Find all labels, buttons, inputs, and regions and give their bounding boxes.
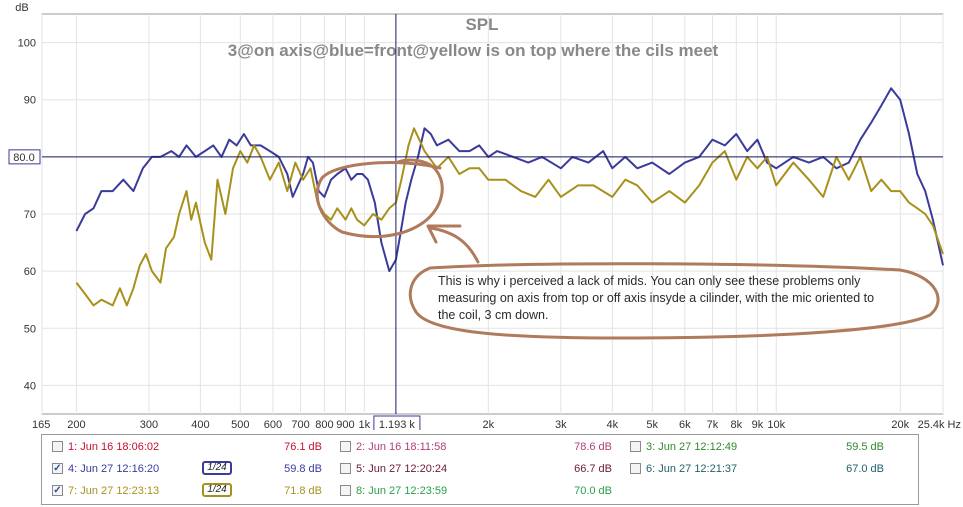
measurement-checkbox[interactable] — [630, 441, 641, 452]
measurement-label: 5: Jun 27 12:20:24 — [356, 463, 448, 475]
x-tick-label: 8k — [731, 419, 743, 430]
measurement-value: 78.6 dB — [574, 441, 612, 453]
x-tick-label: 700 — [291, 419, 309, 430]
measurement-label: 6: Jun 27 12:21:37 — [646, 463, 738, 475]
y-tick-label: 60 — [24, 266, 36, 278]
measurement-label: 3: Jun 27 12:12:49 — [646, 441, 738, 453]
x-tick-label: 1k — [359, 419, 371, 430]
measurement-checkbox[interactable]: ✓ — [52, 463, 63, 474]
measurement-checkbox[interactable] — [340, 441, 351, 452]
legend-item: 5: Jun 27 12:20:24 66.7 dB — [340, 459, 614, 479]
x-tick-label: 200 — [67, 419, 85, 430]
y-axis-unit: dB — [15, 2, 28, 14]
legend-item: ✓ 4: Jun 27 12:16:20 1/24 59.8 dB — [52, 459, 324, 479]
series-line-1 — [75, 87, 944, 273]
measurement-label: 7: Jun 27 12:23:13 — [68, 485, 160, 497]
measurement-value: 59.8 dB — [284, 463, 322, 475]
x-tick-label: 800 — [315, 419, 333, 430]
x-tick-label: 6k — [679, 419, 691, 430]
measurement-value: 66.7 dB — [574, 463, 612, 475]
chart-subtitle: 3@on axis@blue=front@yellow is on top wh… — [228, 41, 719, 60]
annotation-arrow-head — [426, 224, 462, 244]
legend-item: ✓ 7: Jun 27 12:23:13 1/24 71.8 dB — [52, 481, 324, 501]
x-tick-label: 7k — [707, 419, 719, 430]
smoothing-indicator[interactable]: 1/24 — [202, 483, 232, 497]
x-tick-label: 4k — [607, 419, 619, 430]
x-tick-label: 400 — [191, 419, 209, 430]
x-tick-label: 500 — [231, 419, 249, 430]
annotation-text-line: the coil, 3 cm down. — [438, 308, 548, 322]
measurement-label: 1: Jun 16 18:06:02 — [68, 441, 160, 453]
legend-row: ✓ 4: Jun 27 12:16:20 1/24 59.8 dB 5: Jun 27 … — [42, 459, 918, 479]
legend-row: ✓ 7: Jun 27 12:23:13 1/24 71.8 dB 8: Jun 27 … — [42, 481, 918, 501]
x-tick-label: 3k — [555, 419, 567, 430]
x-tick-label: 2k — [483, 419, 495, 430]
measurement-legend: 1: Jun 16 18:06:02 76.1 dB 2: Jun 16 18:11… — [41, 434, 919, 505]
legend-item: 1: Jun 16 18:06:02 76.1 dB — [52, 437, 324, 457]
measurement-checkbox[interactable] — [340, 485, 351, 496]
cursor-x-readout-box — [373, 415, 421, 430]
measurement-checkbox[interactable] — [630, 463, 641, 474]
x-tick-label: 600 — [264, 419, 282, 430]
x-tick-label: 300 — [140, 419, 158, 430]
measurement-label: 4: Jun 27 12:16:20 — [68, 463, 160, 475]
cursor-y-readout: 80.0 — [13, 152, 34, 164]
x-tick-label: 20k — [891, 419, 909, 430]
x-tick-label: 5k — [646, 419, 658, 430]
measurement-value: 70.0 dB — [574, 485, 612, 497]
x-tick-label: 165 — [32, 419, 50, 430]
annotation-circle — [315, 158, 444, 239]
y-tick-label: 100 — [18, 38, 36, 50]
measurement-label: 2: Jun 16 18:11:58 — [356, 441, 447, 453]
cursor-x-readout: 1.193 k — [379, 419, 416, 430]
legend-item: 8: Jun 27 12:23:59 70.0 dB — [340, 481, 614, 501]
measurement-checkbox[interactable] — [340, 463, 351, 474]
cursor-y-readout-box — [8, 149, 41, 165]
y-tick-label: 50 — [24, 323, 36, 335]
measurement-value: 67.0 dB — [846, 463, 884, 475]
measurement-label: 8: Jun 27 12:23:59 — [356, 485, 448, 497]
annotation-text-line: This is why i perceived a lack of mids. … — [438, 274, 861, 288]
smoothing-indicator[interactable]: 1/24 — [202, 461, 232, 475]
legend-item: 2: Jun 16 18:11:58 78.6 dB — [340, 437, 614, 457]
spl-chart: 4050607080901001652003004005006007008009… — [8, 2, 961, 430]
legend-item: 6: Jun 27 12:21:37 67.0 dB — [630, 459, 886, 479]
y-tick-label: 40 — [24, 380, 36, 392]
y-tick-label: 70 — [24, 209, 36, 221]
x-tick-label: 900 — [336, 419, 354, 430]
x-tick-label: 9k — [752, 419, 764, 430]
measurement-checkbox[interactable] — [52, 441, 63, 452]
measurement-value: 59.5 dB — [846, 441, 884, 453]
legend-item: 3: Jun 27 12:12:49 59.5 dB — [630, 437, 886, 457]
annotation-ellipse — [408, 262, 940, 340]
measurement-value: 76.1 dB — [284, 441, 322, 453]
y-tick-label: 90 — [24, 95, 36, 107]
x-tick-label: 10k — [767, 419, 785, 430]
annotation-text-line: measuring on axis from top or off axis i… — [438, 291, 874, 305]
chart-title: SPL — [465, 15, 498, 34]
legend-row: 1: Jun 16 18:06:02 76.1 dB 2: Jun 16 18:11… — [42, 437, 918, 457]
measurement-checkbox[interactable]: ✓ — [52, 485, 63, 496]
x-tick-label: 25.4k Hz — [918, 419, 961, 430]
measurement-value: 71.8 dB — [284, 485, 322, 497]
annotation-arrow-shaft — [428, 226, 480, 264]
